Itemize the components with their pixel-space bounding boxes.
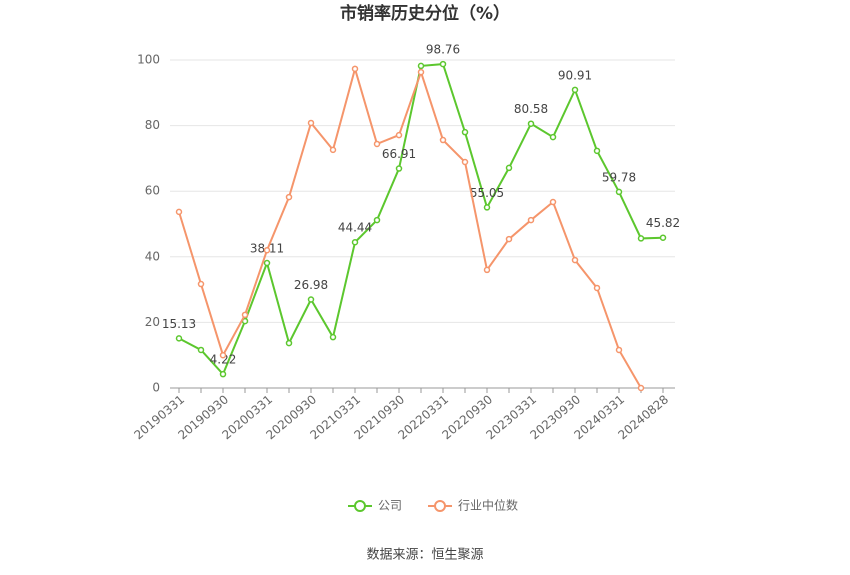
point [637,235,645,242]
point [373,216,381,224]
series-line [178,65,642,389]
y-tick-label: 0 [152,381,160,395]
data-label: 66.91 [382,147,416,161]
data-label: 44.44 [338,221,372,235]
point [417,68,425,76]
point [175,335,183,342]
y-tick-label: 20 [145,315,160,329]
point [307,119,315,127]
legend-label: 公司 [378,499,402,513]
point [263,259,271,267]
point [527,216,535,224]
point [175,208,183,216]
point [439,136,447,144]
point [395,131,403,139]
point [373,140,381,148]
legend-marker [354,500,366,512]
data-label: 55.05 [470,186,504,200]
y-tick-label: 100 [137,53,160,67]
point [571,86,579,94]
data-label: 26.98 [294,278,328,292]
point [417,62,425,70]
y-tick-label: 60 [145,184,160,198]
point [307,296,315,303]
point [593,147,601,155]
point [241,311,249,319]
point [197,346,205,354]
point [219,370,227,378]
point [197,280,205,288]
chart-title: 市销率历史分位（%） [340,3,510,24]
data-label: 4.22 [210,353,237,367]
data-label: 90.91 [558,68,592,82]
point [439,60,447,68]
data-label: 15.13 [162,317,196,331]
point [285,193,293,201]
point [351,238,359,246]
point [505,164,513,172]
legend-label: 行业中位数 [458,498,518,513]
point [219,351,227,359]
point [351,65,359,73]
data-label: 80.58 [514,102,548,116]
point [637,384,645,392]
point [483,204,491,211]
point [461,158,469,166]
source: 数据来源：恒生聚源 [366,548,483,563]
point [571,256,579,264]
point [329,146,337,154]
y-tick-label: 40 [145,249,160,263]
data-label: 98.76 [426,43,460,57]
point [615,346,623,354]
point [593,284,601,292]
y-tick-label: 80 [145,118,160,132]
data-label: 59.78 [602,170,636,184]
point [285,339,293,347]
point [263,246,271,254]
series-line [178,63,664,376]
point [549,133,557,141]
point [549,198,557,206]
point [615,188,623,196]
point [329,333,337,341]
point [527,120,535,127]
point [505,235,513,243]
point [483,266,491,274]
point [395,165,403,172]
point [659,234,667,241]
legend-marker [434,500,447,512]
data-label: 45.82 [646,216,680,230]
point [461,128,469,136]
